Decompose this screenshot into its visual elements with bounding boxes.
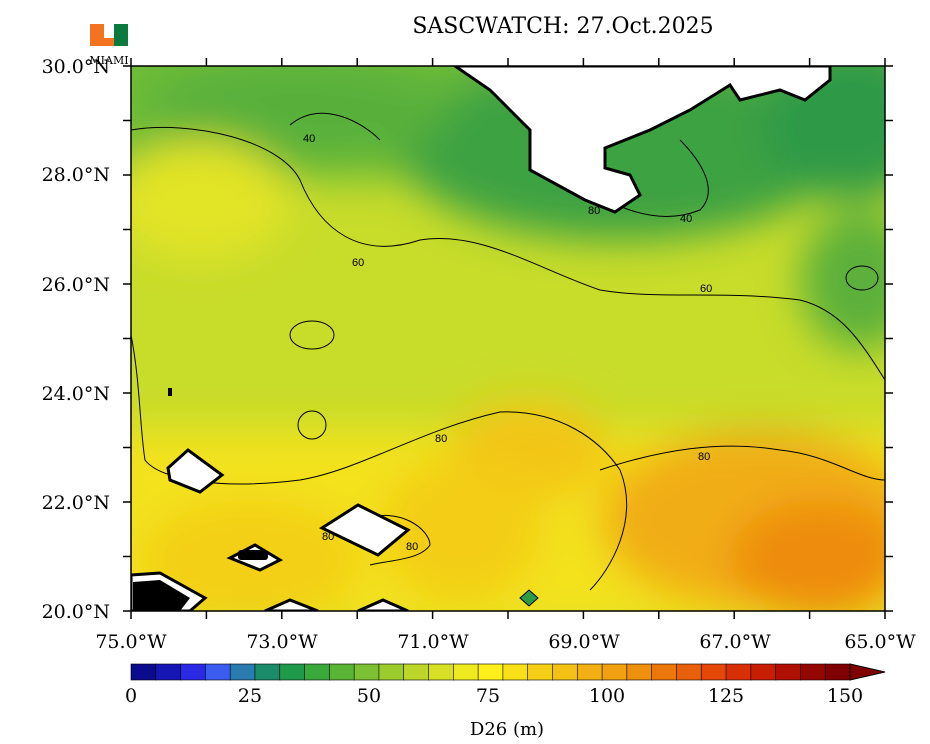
lat-labels: 30.0°N 28.0°N 26.0°N 24.0°N 22.0°N 20.0°… (42, 56, 110, 623)
colorbar-swatch (279, 663, 306, 681)
colorbar-swatch (725, 663, 752, 681)
map-field (131, 66, 885, 611)
colorbar-swatch (329, 663, 355, 681)
colorbar-swatch (453, 663, 479, 681)
colorbar-swatch (403, 663, 430, 681)
colorbar-swatch (254, 663, 281, 681)
contour-labels: 40 40 60 60 80 80 80 80 80 (303, 133, 712, 553)
colorbar-swatch (502, 663, 529, 681)
lat-label: 26.0°N (42, 274, 110, 296)
colorbar-swatch (824, 663, 851, 681)
contour-label: 80 (435, 433, 447, 445)
colorbar-swatch (180, 663, 207, 681)
colorbar-swatch (304, 663, 331, 681)
colorbar-tick: 125 (708, 685, 744, 707)
colorbar-swatch (527, 663, 554, 681)
contour-label: 80 (588, 205, 600, 217)
lat-label: 24.0°N (42, 383, 110, 405)
colorbar-swatch (601, 663, 628, 681)
logo: MIAMI (89, 24, 129, 67)
contour-label: 40 (680, 213, 692, 225)
u-logo-icon (90, 24, 128, 46)
colorbar-swatch (576, 663, 603, 681)
axis-ticks (123, 58, 893, 619)
colorbar-tick: 75 (476, 685, 500, 707)
map-title: SASCWATCH: 27.Oct.2025 (412, 14, 713, 39)
colorbar-swatch (651, 663, 678, 681)
colorbar-swatch (750, 663, 777, 681)
colorbar-swatch (700, 663, 727, 681)
colorbar-swatch (552, 663, 579, 681)
lat-label: 20.0°N (42, 601, 110, 623)
lon-labels: 75.0°W 73.0°W 71.0°W 69.0°W 67.0°W 65.0°… (95, 631, 916, 653)
contour-label: 60 (700, 283, 712, 295)
lon-label: 69.0°W (548, 631, 620, 653)
colorbar-tick: 25 (238, 685, 262, 707)
lat-label: 30.0°N (42, 56, 110, 78)
colorbar-swatch (676, 663, 703, 681)
colorbar-tick: 0 (125, 685, 137, 707)
colorbar-tick-labels: 0 25 50 75 100 125 150 (125, 685, 863, 707)
colorbar-swatch (205, 663, 231, 681)
contour-label: 80 (406, 541, 418, 553)
colorbar-swatch (378, 663, 405, 681)
lon-label: 71.0°W (397, 631, 469, 653)
logo-text: MIAMI (89, 54, 128, 67)
colorbar-swatch (477, 663, 504, 681)
lon-label: 73.0°W (246, 631, 318, 653)
lat-label: 22.0°N (42, 492, 110, 514)
colorbar-swatch (353, 663, 380, 681)
lon-label: 67.0°W (699, 631, 771, 653)
lon-label: 75.0°W (95, 631, 167, 653)
colorbar-swatch (800, 663, 827, 681)
colorbar-swatch (626, 663, 653, 681)
colorbar-swatch (428, 663, 455, 681)
contour-label: 40 (303, 133, 315, 145)
contour-label: 80 (322, 531, 334, 543)
lat-label: 28.0°N (42, 164, 110, 186)
colorbar-label: D26 (m) (470, 719, 544, 740)
colorbar-extend-arrow (849, 663, 886, 681)
colorbar-swatch (775, 663, 802, 681)
colorbar-tick: 50 (357, 685, 381, 707)
colorbar (130, 663, 886, 681)
colorbar-tick: 100 (589, 685, 625, 707)
lon-label: 65.0°W (844, 631, 916, 653)
colorbar-tick: 150 (827, 685, 863, 707)
colorbar-swatch (130, 663, 157, 681)
colorbar-swatch (155, 663, 182, 681)
contour-label: 80 (698, 451, 710, 463)
colorbar-swatch (229, 663, 256, 681)
contour-label: 60 (352, 257, 364, 269)
